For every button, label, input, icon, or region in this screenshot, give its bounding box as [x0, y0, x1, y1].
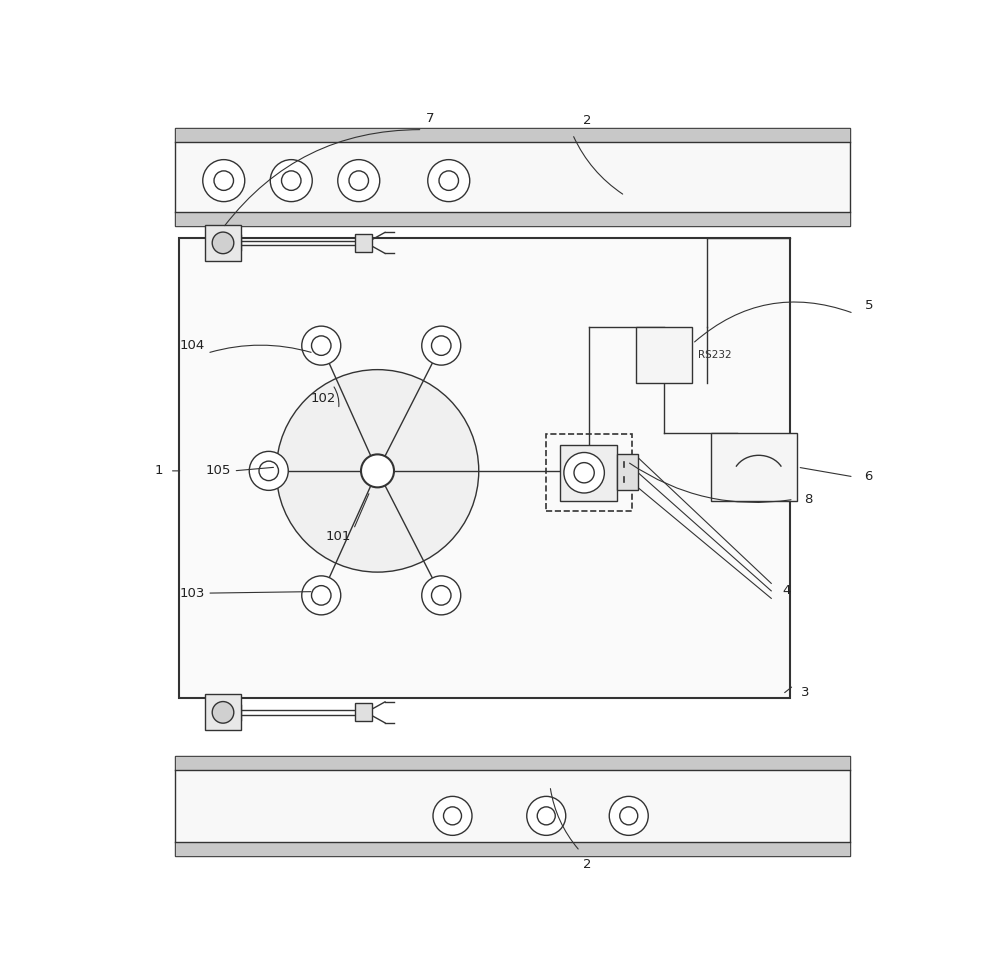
Bar	[205, 694, 241, 730]
Circle shape	[422, 326, 461, 365]
Text: 2: 2	[583, 858, 592, 871]
Text: 1: 1	[154, 465, 163, 477]
Bar	[355, 703, 372, 722]
Text: 4: 4	[782, 584, 790, 597]
Bar	[179, 239, 790, 698]
Circle shape	[564, 453, 604, 493]
Bar	[560, 444, 617, 501]
Circle shape	[270, 160, 312, 202]
Circle shape	[212, 701, 234, 723]
Circle shape	[620, 806, 638, 825]
Circle shape	[203, 160, 245, 202]
Circle shape	[574, 463, 594, 483]
Circle shape	[259, 461, 279, 480]
Circle shape	[282, 170, 301, 190]
Text: 102: 102	[311, 392, 336, 404]
Bar	[175, 756, 850, 855]
Circle shape	[276, 369, 479, 572]
Bar	[175, 842, 850, 855]
Circle shape	[302, 326, 341, 365]
Text: 7: 7	[426, 112, 434, 125]
Bar	[636, 327, 692, 383]
Circle shape	[422, 576, 461, 615]
Bar	[175, 129, 850, 226]
Bar	[711, 433, 797, 501]
Text: RS232: RS232	[698, 350, 732, 360]
Bar	[175, 212, 850, 226]
Bar	[355, 234, 372, 252]
Circle shape	[439, 170, 459, 190]
Circle shape	[609, 797, 648, 836]
Circle shape	[527, 797, 566, 836]
Circle shape	[312, 336, 331, 356]
Text: 8: 8	[805, 493, 813, 506]
Circle shape	[312, 585, 331, 605]
Text: 2: 2	[583, 114, 592, 128]
Circle shape	[302, 576, 341, 615]
Circle shape	[444, 806, 462, 825]
Text: 3: 3	[801, 687, 809, 699]
Text: 104: 104	[180, 339, 205, 353]
Bar	[175, 756, 850, 769]
Circle shape	[433, 797, 472, 836]
Circle shape	[249, 451, 288, 490]
Circle shape	[432, 336, 451, 356]
Circle shape	[537, 806, 555, 825]
Circle shape	[349, 170, 369, 190]
Text: 6: 6	[865, 470, 873, 483]
Circle shape	[212, 232, 234, 253]
Bar	[175, 129, 850, 142]
Bar	[205, 225, 241, 261]
Text: 5: 5	[864, 299, 873, 313]
Circle shape	[338, 160, 380, 202]
Text: 103: 103	[180, 586, 205, 600]
Circle shape	[214, 170, 234, 190]
Circle shape	[432, 585, 451, 605]
Bar	[546, 434, 632, 510]
Circle shape	[428, 160, 470, 202]
Text: 105: 105	[206, 465, 231, 477]
Text: 101: 101	[326, 531, 351, 543]
Bar	[617, 454, 638, 490]
Circle shape	[361, 454, 394, 487]
